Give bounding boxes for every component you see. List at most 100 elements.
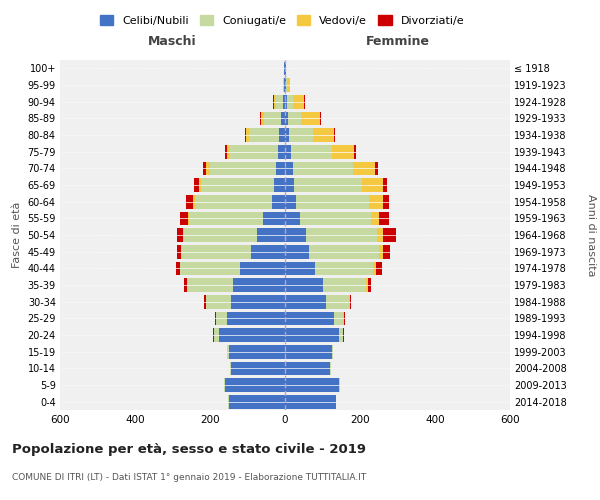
Bar bbox=[383, 245, 390, 258]
Bar bbox=[260, 112, 262, 125]
Bar bbox=[285, 378, 340, 392]
Bar bbox=[193, 195, 195, 208]
Bar bbox=[206, 162, 210, 175]
Bar bbox=[215, 312, 227, 325]
Bar bbox=[285, 112, 288, 125]
Bar bbox=[188, 212, 190, 225]
Bar bbox=[263, 212, 285, 225]
Bar bbox=[285, 345, 332, 358]
Bar bbox=[304, 95, 305, 108]
Bar bbox=[293, 95, 304, 108]
Bar bbox=[285, 228, 305, 242]
Bar bbox=[285, 278, 323, 292]
Bar bbox=[275, 95, 283, 108]
Bar bbox=[178, 228, 183, 242]
Bar bbox=[334, 312, 343, 325]
Bar bbox=[176, 262, 179, 275]
Bar bbox=[343, 312, 344, 325]
Bar bbox=[301, 112, 320, 125]
Bar bbox=[288, 112, 301, 125]
Bar bbox=[262, 112, 265, 125]
Bar bbox=[300, 212, 371, 225]
Bar bbox=[194, 178, 199, 192]
Bar bbox=[224, 378, 225, 392]
Bar bbox=[287, 95, 293, 108]
Bar bbox=[250, 128, 280, 142]
Bar bbox=[285, 245, 310, 258]
Bar bbox=[184, 228, 257, 242]
Text: Femmine: Femmine bbox=[365, 36, 430, 49]
Bar bbox=[229, 345, 285, 358]
Bar bbox=[183, 228, 184, 242]
Bar bbox=[383, 178, 387, 192]
Bar bbox=[285, 212, 300, 225]
Bar bbox=[227, 145, 229, 158]
Bar bbox=[287, 78, 290, 92]
Bar bbox=[229, 362, 230, 375]
Bar bbox=[285, 162, 293, 175]
Bar bbox=[274, 95, 275, 108]
Bar bbox=[285, 395, 335, 408]
Bar bbox=[225, 378, 285, 392]
Bar bbox=[273, 95, 274, 108]
Bar bbox=[180, 262, 240, 275]
Bar bbox=[214, 328, 220, 342]
Bar bbox=[229, 145, 277, 158]
Bar bbox=[375, 162, 378, 175]
Bar bbox=[365, 278, 367, 292]
Text: COMUNE DI ITRI (LT) - Dati ISTAT 1° gennaio 2019 - Elaborazione TUTTITALIA.IT: COMUNE DI ITRI (LT) - Dati ISTAT 1° genn… bbox=[12, 472, 366, 482]
Bar bbox=[227, 345, 229, 358]
Bar bbox=[187, 195, 193, 208]
Bar bbox=[310, 245, 379, 258]
Bar bbox=[206, 295, 230, 308]
Bar bbox=[251, 245, 285, 258]
Bar bbox=[200, 178, 274, 192]
Bar bbox=[334, 128, 335, 142]
Bar bbox=[257, 228, 285, 242]
Bar bbox=[199, 178, 200, 192]
Bar bbox=[367, 278, 371, 292]
Bar bbox=[184, 278, 187, 292]
Bar bbox=[277, 145, 285, 158]
Bar bbox=[326, 295, 349, 308]
Bar bbox=[284, 62, 285, 75]
Bar bbox=[355, 145, 356, 158]
Bar bbox=[383, 195, 389, 208]
Bar bbox=[295, 178, 362, 192]
Bar bbox=[230, 362, 285, 375]
Bar bbox=[283, 78, 284, 92]
Bar bbox=[290, 145, 332, 158]
Bar bbox=[274, 178, 285, 192]
Bar bbox=[285, 62, 286, 75]
Bar bbox=[353, 162, 375, 175]
Bar bbox=[305, 228, 377, 242]
Bar bbox=[379, 212, 389, 225]
Text: Popolazione per età, sesso e stato civile - 2019: Popolazione per età, sesso e stato civil… bbox=[12, 442, 366, 456]
Bar bbox=[285, 145, 290, 158]
Bar bbox=[285, 362, 330, 375]
Bar bbox=[285, 262, 315, 275]
Bar bbox=[280, 128, 285, 142]
Bar bbox=[332, 345, 334, 358]
Bar bbox=[349, 295, 352, 308]
Bar bbox=[330, 362, 331, 375]
Bar bbox=[283, 95, 285, 108]
Bar bbox=[195, 195, 272, 208]
Bar bbox=[323, 278, 365, 292]
Bar bbox=[182, 245, 251, 258]
Bar bbox=[373, 262, 376, 275]
Bar bbox=[289, 128, 313, 142]
Bar bbox=[230, 295, 285, 308]
Bar bbox=[176, 245, 181, 258]
Y-axis label: Anni di nascita: Anni di nascita bbox=[586, 194, 596, 276]
Bar bbox=[286, 78, 287, 92]
Bar bbox=[377, 228, 383, 242]
Bar bbox=[281, 112, 285, 125]
Bar bbox=[285, 95, 287, 108]
Bar bbox=[285, 195, 296, 208]
Bar bbox=[293, 162, 353, 175]
Bar bbox=[285, 178, 295, 192]
Bar bbox=[340, 328, 343, 342]
Bar bbox=[332, 145, 355, 158]
Bar bbox=[285, 295, 326, 308]
